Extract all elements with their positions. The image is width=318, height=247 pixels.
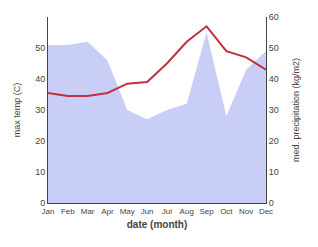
svg-text:60: 60 [269, 12, 279, 22]
svg-text:Jan: Jan [42, 207, 55, 216]
svg-text:med. precipitation (kg/m2): med. precipitation (kg/m2) [291, 58, 301, 162]
svg-text:30: 30 [35, 105, 45, 115]
svg-text:30: 30 [269, 105, 279, 115]
svg-text:Nov: Nov [239, 207, 253, 216]
svg-text:Feb: Feb [61, 207, 75, 216]
svg-text:May: May [120, 207, 135, 216]
svg-text:10: 10 [269, 167, 279, 177]
svg-text:Jul: Jul [162, 207, 172, 216]
svg-text:Aug: Aug [180, 207, 194, 216]
svg-text:50: 50 [269, 43, 279, 53]
svg-text:20: 20 [35, 136, 45, 146]
svg-text:Sep: Sep [199, 207, 214, 216]
svg-text:Dec: Dec [259, 207, 273, 216]
svg-text:40: 40 [269, 74, 279, 84]
svg-text:Mar: Mar [81, 207, 95, 216]
svg-text:date (month): date (month) [127, 219, 188, 230]
svg-text:50: 50 [35, 43, 45, 53]
svg-text:Oct: Oct [220, 207, 233, 216]
svg-text:Jun: Jun [141, 207, 154, 216]
svg-text:0: 0 [40, 198, 45, 208]
svg-text:max temp (C): max temp (C) [12, 83, 22, 138]
svg-text:0: 0 [269, 198, 274, 208]
svg-text:Apr: Apr [101, 207, 114, 216]
svg-text:40: 40 [35, 74, 45, 84]
svg-text:20: 20 [269, 136, 279, 146]
svg-text:10: 10 [35, 167, 45, 177]
